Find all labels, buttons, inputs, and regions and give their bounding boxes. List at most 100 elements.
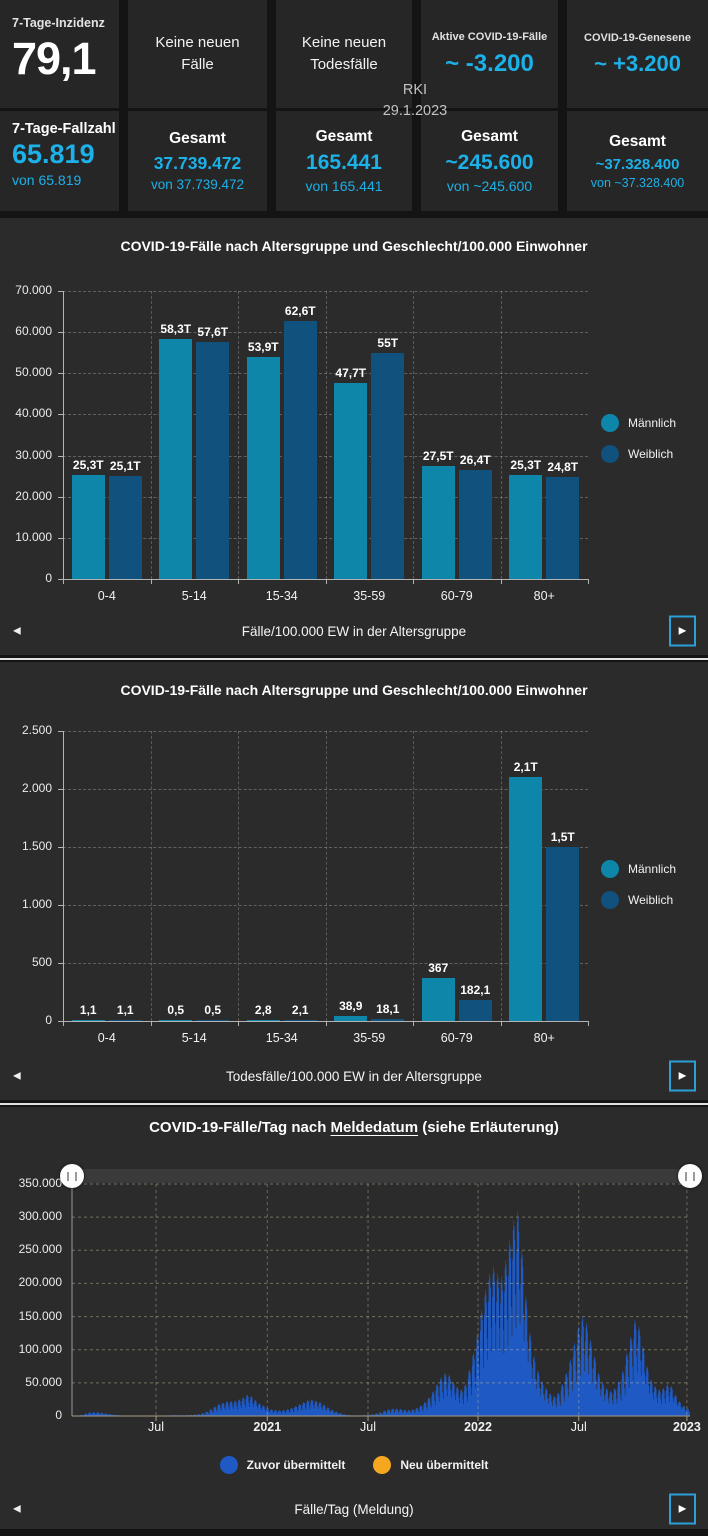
card-7-tage-inzidenz: 7-Tage-Inzidenz 79,1 [0,0,119,108]
legend-item-weiblich[interactable]: Weiblich [601,891,676,909]
legend-swatch-weiblich [601,445,619,463]
chart-footer: Todesfälle/100.000 EW in der Altersgrupp… [0,1059,708,1093]
legend-item-maennlich[interactable]: Männlich [601,860,676,878]
next-element-button[interactable] [669,1060,696,1092]
x-axis-tick [413,579,414,584]
x-axis-tick [325,1021,327,1026]
y-axis-tick-label: 70.000 [15,283,52,297]
bar-weiblich[interactable] [196,342,230,579]
panel-deaths-by-age: COVID-19-Fälle nach Altersgruppe und Ges… [0,662,708,1100]
slider-handle-right[interactable] [678,1164,702,1188]
y-axis-tick-label: 0 [45,1013,52,1027]
bar-weiblich[interactable] [458,470,492,579]
bar-value-label: 27,5T [422,448,454,463]
gridline-horizontal [63,291,588,292]
legend-item-maennlich[interactable]: Männlich [601,414,676,432]
card-gesamt-todesfaelle: Gesamt 165.441 von 165.441 [276,111,412,211]
bar-weiblich[interactable] [458,999,492,1021]
slider-handle-left[interactable] [60,1164,84,1188]
bar-weiblich[interactable] [108,475,142,579]
time-range-slider-track[interactable] [72,1169,690,1183]
bar-maennlich[interactable] [246,1019,280,1021]
bar-maennlich[interactable] [421,465,455,579]
chart-footer: Fälle/100.000 EW in der Altersgruppe [0,614,708,648]
y-axis-tick-label: 50.000 [15,365,52,380]
bar-weiblich[interactable] [371,1018,405,1021]
bar-weiblich[interactable] [283,321,317,579]
timeseries-plot [71,1170,690,1421]
y-axis-tick-label: 250.000 [18,1242,62,1257]
stat-value: 65.819 [12,139,95,169]
gridline-vertical [500,291,502,579]
stat-value: ~245.600 [445,151,534,174]
bar-value-label: 53,9T [247,340,279,355]
stat-value: ~ +3.200 [594,50,681,76]
y-axis-tick [58,496,63,498]
bar-weiblich[interactable] [196,1019,230,1021]
x-axis-tick [63,579,64,584]
y-axis-tick [58,1021,63,1022]
stat-label: Gesamt [461,128,518,145]
bar-weiblich[interactable] [546,476,580,579]
bar-maennlich[interactable] [246,357,280,579]
legend-label: Männlich [628,862,677,876]
next-element-button[interactable] [669,1493,696,1525]
bar-weiblich[interactable] [546,847,580,1021]
bar-value-label: 58,3T [160,322,192,337]
next-element-button[interactable] [669,615,696,647]
x-axis-label: 15-34 [265,589,298,603]
gridline-vertical [500,731,502,1021]
gridline-vertical [325,731,327,1021]
stat-label: Aktive COVID-19-Fälle [431,30,548,43]
legend-item-neu-uebermittelt[interactable]: Neu übermittelt [373,1456,488,1474]
stat-label: Gesamt [315,128,373,145]
chart-legend: Zuvor übermittelt Neu übermittelt [0,1456,708,1474]
legend-item-weiblich[interactable]: Weiblich [601,445,676,463]
chart-title: COVID-19-Fälle nach Altersgruppe und Ges… [120,682,588,698]
legend-swatch-neu [373,1456,392,1474]
x-axis-label: 0-4 [97,589,116,603]
bar-weiblich[interactable] [283,1019,317,1021]
bar-weiblich[interactable] [371,352,405,579]
x-axis-label: 15-34 [265,1031,298,1045]
bar-maennlich[interactable] [71,1019,105,1021]
bar-maennlich[interactable] [421,978,455,1021]
gridline-horizontal [63,905,588,906]
gridline-horizontal [63,414,588,416]
slider-grip-icon [685,1171,695,1181]
bar-maennlich[interactable] [509,474,543,579]
bar-value-label: 18,1 [376,1001,400,1016]
chart-title: COVID-19-Fälle/Tag nach Meldedatum (sieh… [0,1119,708,1136]
stat-value: ~ -3.200 [445,49,534,77]
stat-cards-grid: 7-Tage-Inzidenz 79,1 Keine neuen Fälle K… [0,0,708,211]
y-axis-tick-label: 10.000 [15,529,52,544]
stat-label: Gesamt [169,130,226,147]
bar-value-label: 38,9 [339,999,363,1014]
bar-maennlich[interactable] [71,474,105,579]
bar-maennlich[interactable] [334,382,368,579]
bar-weiblich[interactable] [108,1019,142,1021]
bar-value-label: 55T [377,335,399,350]
y-axis-tick-label: 0 [45,571,52,585]
bar-maennlich[interactable] [509,777,543,1021]
stat-message: Keine neuen Fälle [155,34,240,73]
bar-maennlich[interactable] [159,339,193,579]
cases-histogram[interactable] [72,1211,690,1416]
bar-maennlich[interactable] [159,1019,193,1021]
legend-label: Zuvor übermittelt [246,1458,346,1472]
x-axis-label: 0-4 [97,1031,116,1045]
y-axis-tick [58,455,63,457]
bar-value-label: 2,1 [291,1002,309,1017]
legend-item-zuvor-uebermittelt[interactable]: Zuvor übermittelt [219,1456,346,1474]
x-axis-label: Jul [148,1420,165,1434]
bar-maennlich[interactable] [334,1016,368,1021]
meldedatum-link[interactable]: Meldedatum [330,1119,419,1136]
stat-subvalue: von ~245.600 [446,178,533,194]
y-axis-tick-label: 0 [55,1408,62,1422]
stat-label: Gesamt [609,132,666,150]
y-axis-tick-label: 40.000 [15,406,52,421]
gridline-horizontal [63,496,588,498]
x-axis-tick [150,1021,152,1026]
y-axis-tick-label: 20.000 [15,488,52,503]
y-axis-tick-label: 30.000 [15,447,52,462]
